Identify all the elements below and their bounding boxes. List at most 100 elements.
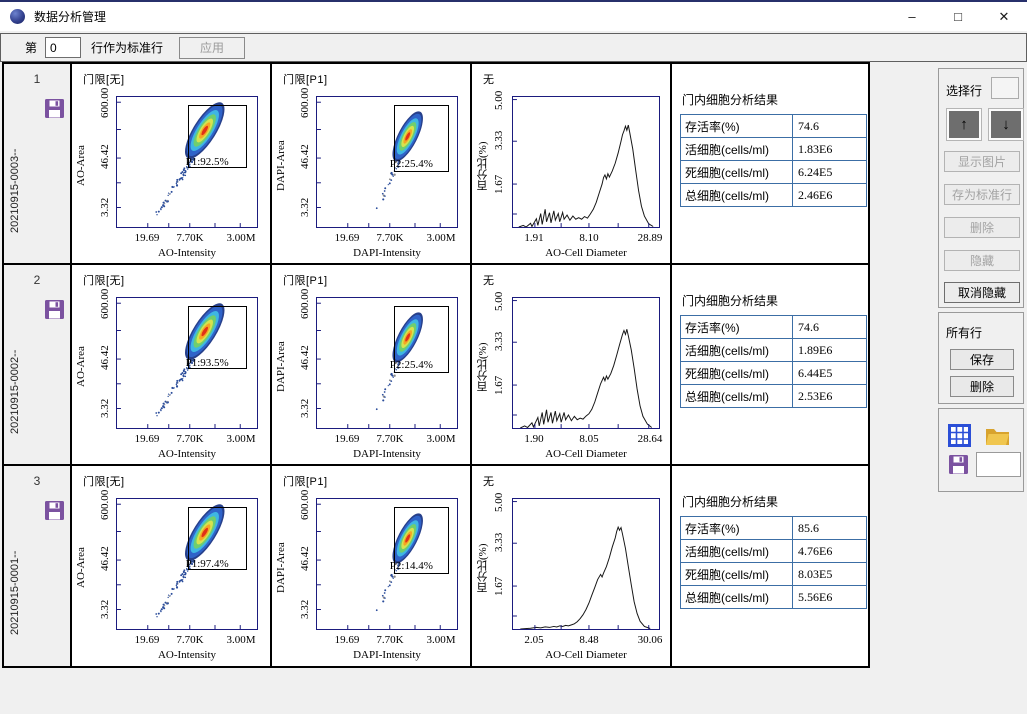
row-header[interactable]: 1 20210915-0003--	[4, 64, 70, 263]
table-row: 死细胞(cells/ml) 6.24E5	[680, 160, 867, 184]
select-row-input[interactable]	[991, 77, 1019, 99]
minimize-button[interactable]: –	[908, 9, 916, 24]
y-axis-label: AO-Area	[75, 346, 87, 388]
y-tick: 46.42	[99, 546, 111, 572]
x-tick: 2.05	[524, 634, 544, 646]
result-label: 总细胞(cells/ml)	[680, 183, 793, 207]
results-title: 门内细胞分析结果	[682, 495, 779, 509]
table-row: 总细胞(cells/ml) 5.56E6	[680, 585, 867, 609]
y-axis-label: AO-Area	[75, 547, 87, 589]
save-file-icon[interactable]	[948, 454, 969, 475]
gate-percentage: P1:93.5%	[185, 356, 229, 369]
histogram-curve	[513, 99, 654, 227]
result-label: 存活率(%)	[680, 315, 793, 339]
table-row: 死细胞(cells/ml) 6.44E5	[680, 361, 867, 385]
save-row-icon[interactable]	[44, 500, 65, 521]
standard-row-toolbar: 第 行作为标准行 应用	[0, 33, 1027, 62]
open-folder-icon[interactable]	[985, 426, 1010, 446]
save-row-icon[interactable]	[44, 299, 65, 320]
y-axis-label: 百分比(%)	[477, 342, 489, 392]
y-axis-label: 百分比(%)	[477, 141, 489, 191]
density-scatter	[117, 101, 241, 227]
x-axis-label: AO-Cell Diameter	[545, 448, 627, 460]
histogram-plot-area	[512, 498, 660, 630]
delete-row-button[interactable]: 删除	[944, 217, 1020, 238]
gate-rect[interactable]	[188, 506, 248, 571]
result-value: 1.83E6	[792, 137, 867, 161]
scatter-ao-cell: 门限[无] AO-Area 600.00 46.42 3.32 P1:92.5%…	[72, 64, 270, 263]
table-row: 活细胞(cells/ml) 1.83E6	[680, 137, 867, 161]
move-up-button[interactable]: ↑	[946, 108, 982, 141]
y-tick: 3.33	[493, 532, 505, 552]
x-axis-label: AO-Intensity	[157, 649, 217, 661]
x-tick: 3.00M	[226, 232, 256, 244]
y-tick: 600.00	[299, 87, 311, 119]
x-tick: 19.69	[334, 634, 360, 646]
results-cell: 门内细胞分析结果 存活率(%) 74.6 活细胞(cells/ml) 1.89E6 …	[672, 265, 868, 464]
gate-rect[interactable]	[188, 104, 248, 169]
export-panel	[938, 408, 1024, 492]
results-title: 门内细胞分析结果	[682, 93, 779, 107]
y-axis-label: DAPI-Area	[275, 140, 287, 192]
x-tick: 1.91	[524, 232, 544, 244]
row-number: 2	[33, 273, 41, 287]
row-header[interactable]: 2 20210915-0002--	[4, 265, 70, 464]
x-axis-label: AO-Intensity	[157, 247, 217, 259]
y-tick: 3.32	[299, 599, 311, 619]
standard-row-input[interactable]	[45, 37, 82, 58]
result-label: 死细胞(cells/ml)	[680, 160, 793, 184]
histogram-cell: 无 百分比(%) 5.00 3.33 1.67 1.91 8.10 28.89 …	[472, 64, 670, 263]
move-down-button[interactable]: ↓	[988, 108, 1024, 141]
gate-scope-title: 门限[无]	[83, 74, 125, 86]
x-tick: 8.10	[579, 232, 599, 244]
scatter-dapi-cell: 门限[P1] DAPI-Area 600.00 46.42 3.32 P2:25…	[272, 64, 470, 263]
result-label: 存活率(%)	[680, 516, 793, 540]
x-tick: 7.70K	[376, 232, 404, 244]
x-tick: 7.70K	[376, 634, 404, 646]
x-tick: 19.69	[134, 433, 160, 445]
app-icon	[10, 9, 25, 24]
row-header[interactable]: 3 20210915-0001--	[4, 466, 70, 666]
result-value: 6.44E5	[792, 361, 867, 385]
gate-rect[interactable]	[394, 506, 449, 575]
histogram-cell: 无 百分比(%) 5.00 3.33 1.67 1.90 8.05 28.64 …	[472, 265, 670, 464]
unhide-button[interactable]: 取消隐藏	[944, 282, 1020, 303]
file-name-input[interactable]	[976, 452, 1021, 477]
density-scatter	[317, 302, 441, 428]
y-tick: 3.32	[99, 197, 111, 217]
y-axis-label: 百分比(%)	[477, 543, 489, 593]
gate-percentage: P1:92.5%	[185, 155, 229, 168]
delete-all-button[interactable]: 删除	[950, 376, 1014, 397]
x-tick: 3.00M	[226, 634, 256, 646]
set-standard-row-button[interactable]: 存为标准行	[944, 184, 1020, 205]
maximize-button[interactable]: □	[954, 9, 962, 24]
gate-rect[interactable]	[394, 305, 449, 374]
table-row: 死细胞(cells/ml) 8.03E5	[680, 562, 867, 586]
analysis-grid: 1 20210915-0003-- 门限[无] AO-Area 600.00 4…	[2, 62, 870, 668]
x-axis-label: DAPI-Intensity	[353, 649, 421, 661]
save-row-icon[interactable]	[44, 98, 65, 119]
result-label: 活细胞(cells/ml)	[680, 137, 793, 161]
show-image-button[interactable]: 显示图片	[944, 151, 1020, 172]
close-button[interactable]: ✕	[998, 8, 1010, 24]
gate-percentage: P2:14.4%	[389, 560, 433, 573]
window-controls: – □ ✕	[889, 1, 1027, 32]
gate-scope-title: 无	[483, 275, 495, 287]
hide-row-button[interactable]: 隐藏	[944, 250, 1020, 271]
row-prefix-label: 第	[25, 41, 38, 55]
sample-id: 20210915-0003--	[9, 148, 21, 234]
result-value: 6.24E5	[792, 160, 867, 184]
gate-scope-title: 无	[483, 74, 495, 86]
apply-button[interactable]: 应用	[179, 36, 246, 59]
table-export-icon[interactable]	[948, 424, 971, 447]
results-table: 存活率(%) 74.6 活细胞(cells/ml) 1.89E6 死细胞(cells…	[680, 315, 867, 408]
y-tick: 3.33	[493, 130, 505, 150]
gate-rect[interactable]	[188, 305, 248, 370]
result-label: 总细胞(cells/ml)	[680, 585, 793, 609]
gate-rect[interactable]	[394, 104, 449, 173]
all-rows-label: 所有行	[946, 326, 983, 340]
x-tick: 7.70K	[176, 634, 204, 646]
save-all-button[interactable]: 保存	[950, 349, 1014, 370]
result-value: 2.46E6	[792, 183, 867, 207]
y-tick: 600.00	[299, 489, 311, 521]
